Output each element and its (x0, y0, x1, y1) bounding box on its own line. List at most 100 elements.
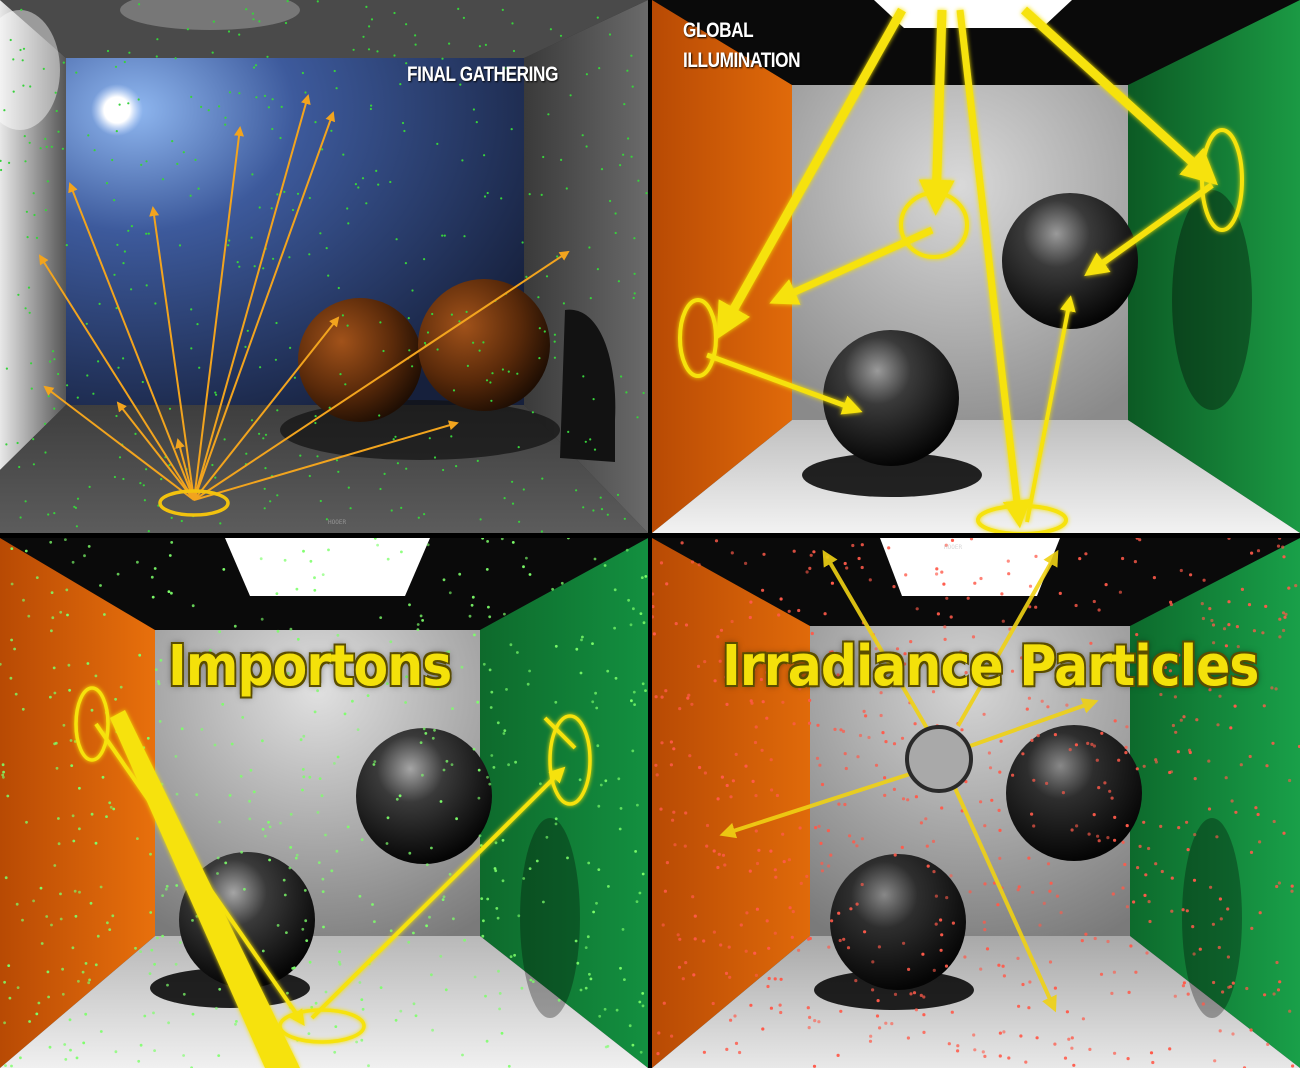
dot (1192, 952, 1196, 956)
dot (939, 948, 943, 952)
dot (1111, 892, 1115, 896)
dot (919, 993, 923, 997)
dot (1297, 744, 1300, 749)
dot (324, 833, 327, 837)
dot (1138, 844, 1142, 848)
dot (76, 396, 79, 399)
dot (748, 615, 752, 620)
dot (289, 846, 293, 849)
dot (78, 827, 81, 831)
dot (2, 770, 5, 774)
dot (357, 186, 360, 189)
dot (818, 763, 822, 767)
dot (754, 794, 758, 798)
dot (592, 509, 595, 512)
dot (412, 931, 415, 935)
dot (1088, 1047, 1092, 1051)
dot (49, 360, 52, 363)
dot (89, 901, 93, 905)
dot (843, 802, 847, 807)
dot (903, 652, 907, 656)
dot (139, 482, 142, 485)
dot (511, 502, 515, 505)
final-gathering-label: FINAL GATHERING (407, 63, 559, 86)
dot (10, 638, 14, 642)
dot (874, 763, 879, 767)
dot (516, 372, 519, 375)
gather-ray (193, 316, 340, 501)
dot (1099, 972, 1104, 976)
dot (767, 976, 771, 981)
dot (673, 843, 677, 847)
dot (1233, 704, 1237, 708)
dot (68, 1018, 72, 1022)
dot (1070, 828, 1074, 832)
dot (513, 953, 516, 957)
dot (72, 839, 76, 843)
dot (1117, 758, 1121, 762)
dot (892, 742, 897, 746)
dot (428, 915, 431, 919)
dot (1028, 980, 1032, 984)
dot (1135, 767, 1139, 771)
dot (54, 741, 58, 745)
dot (945, 596, 949, 600)
dot (3, 109, 6, 112)
dot (865, 642, 869, 647)
dot (1159, 692, 1163, 697)
dot (308, 775, 312, 779)
dot (823, 612, 827, 616)
dot (1235, 625, 1239, 629)
dot (1247, 603, 1252, 607)
dot (516, 651, 519, 654)
dot (137, 98, 140, 101)
dot (405, 675, 408, 679)
dot (609, 199, 612, 203)
dot (855, 902, 859, 906)
dot (448, 872, 452, 876)
dot (792, 722, 796, 726)
dot (1055, 894, 1059, 898)
dot (1097, 839, 1101, 843)
dot (1235, 658, 1239, 662)
dot (55, 766, 59, 770)
dot (1104, 583, 1108, 587)
dot (1171, 723, 1175, 728)
dot (477, 796, 481, 800)
dot (581, 635, 584, 639)
dot (837, 802, 841, 806)
dot (279, 136, 282, 140)
dot (84, 962, 88, 965)
dot (509, 955, 513, 958)
dot (739, 923, 743, 927)
dot (720, 775, 724, 779)
dot (1168, 669, 1172, 673)
dot (296, 192, 300, 195)
ceiling-light (880, 538, 1060, 596)
dot (749, 600, 753, 604)
dot (604, 779, 608, 783)
gather-ray (43, 385, 195, 501)
dot (404, 262, 407, 265)
dot (224, 123, 227, 126)
dot (379, 487, 382, 491)
dot (1250, 926, 1254, 930)
dot (877, 945, 881, 949)
dot (45, 145, 48, 148)
dot (592, 398, 595, 401)
dot (293, 966, 296, 970)
dot (339, 678, 343, 682)
dot (395, 797, 399, 801)
dot (1124, 745, 1128, 749)
dot (1059, 911, 1063, 915)
dot (421, 773, 424, 777)
dot (926, 864, 930, 868)
dot (1245, 986, 1249, 991)
dot (301, 788, 304, 792)
dot (405, 23, 408, 26)
ceiling-light (225, 538, 430, 596)
dot (842, 937, 846, 941)
dot (864, 714, 868, 718)
dot (529, 978, 533, 982)
dot (240, 850, 244, 854)
